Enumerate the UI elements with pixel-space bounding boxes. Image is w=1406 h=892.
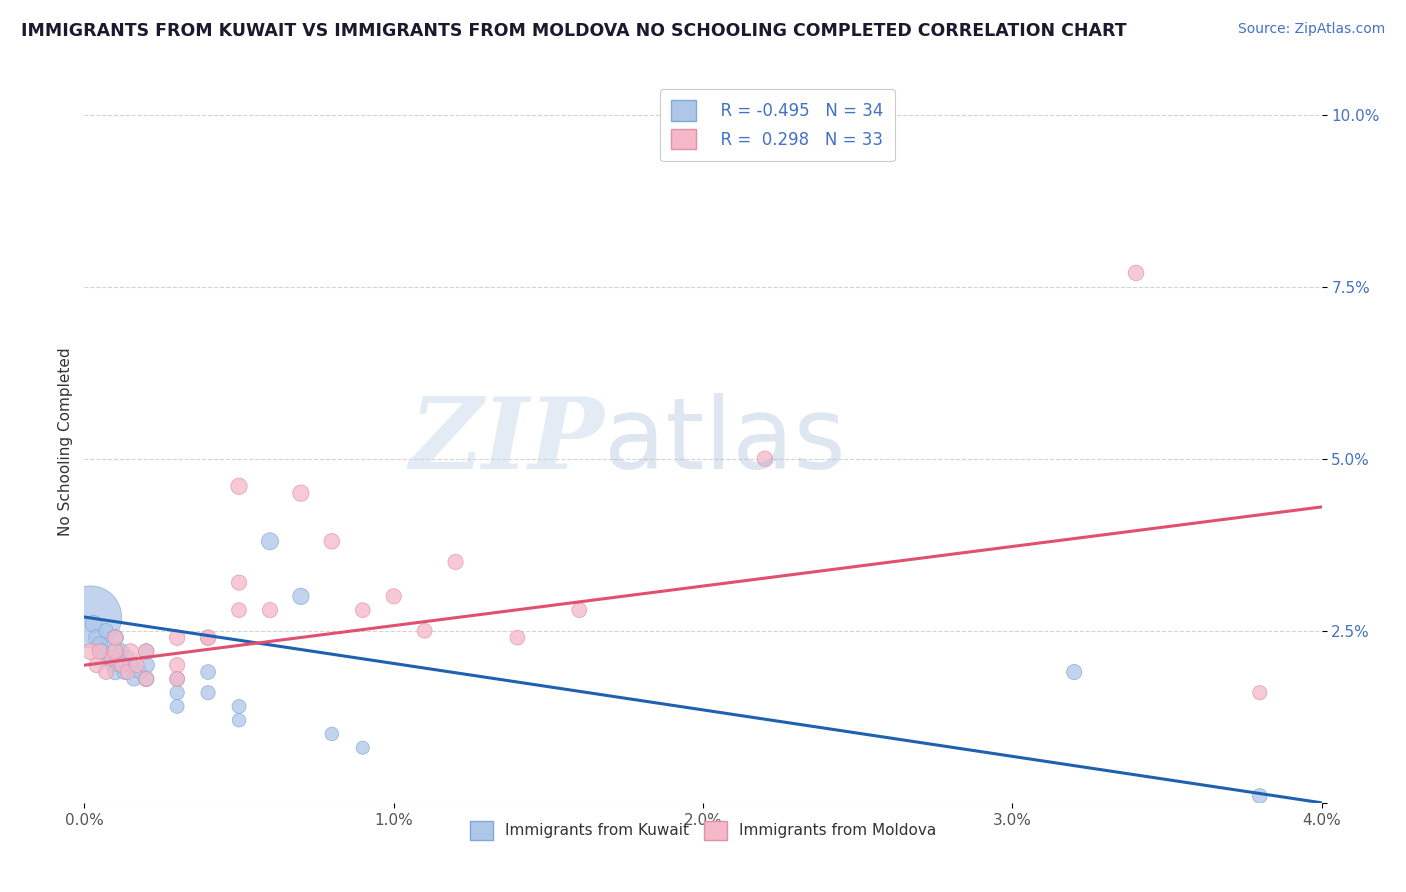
Point <box>228 479 250 493</box>
Point <box>166 658 188 673</box>
Point <box>86 658 108 673</box>
Point <box>98 651 121 665</box>
Point <box>506 631 529 645</box>
Point <box>117 665 139 679</box>
Point <box>110 658 132 673</box>
Point <box>104 644 127 658</box>
Point <box>135 672 157 686</box>
Point <box>104 631 127 645</box>
Point <box>228 699 250 714</box>
Point <box>104 665 127 679</box>
Point <box>197 631 219 645</box>
Point <box>120 658 142 673</box>
Point <box>117 651 139 665</box>
Point <box>94 624 117 638</box>
Point <box>122 672 145 686</box>
Point <box>79 610 101 624</box>
Point <box>135 644 157 658</box>
Point <box>166 631 188 645</box>
Point <box>352 740 374 755</box>
Point <box>197 665 219 679</box>
Point <box>197 686 219 700</box>
Point <box>1249 789 1271 803</box>
Text: IMMIGRANTS FROM KUWAIT VS IMMIGRANTS FROM MOLDOVA NO SCHOOLING COMPLETED CORRELA: IMMIGRANTS FROM KUWAIT VS IMMIGRANTS FRO… <box>21 22 1126 40</box>
Point <box>1063 665 1085 679</box>
Point <box>413 624 436 638</box>
Point <box>352 603 374 617</box>
Point <box>228 713 250 727</box>
Point <box>101 651 124 665</box>
Point <box>228 603 250 617</box>
Point <box>1125 266 1147 280</box>
Point <box>135 672 157 686</box>
Point <box>1249 686 1271 700</box>
Point <box>321 534 343 549</box>
Point <box>86 631 108 645</box>
Point <box>166 686 188 700</box>
Point <box>197 631 219 645</box>
Point <box>135 644 157 658</box>
Point <box>104 644 127 658</box>
Point <box>444 555 467 569</box>
Point <box>110 658 132 673</box>
Point <box>568 603 591 617</box>
Legend: Immigrants from Kuwait, Immigrants from Moldova: Immigrants from Kuwait, Immigrants from … <box>464 815 942 846</box>
Y-axis label: No Schooling Completed: No Schooling Completed <box>58 347 73 536</box>
Point <box>754 451 776 466</box>
Text: atlas: atlas <box>605 393 845 490</box>
Point <box>120 644 142 658</box>
Point <box>228 575 250 590</box>
Point <box>91 644 114 658</box>
Point <box>129 665 152 679</box>
Text: Source: ZipAtlas.com: Source: ZipAtlas.com <box>1237 22 1385 37</box>
Point <box>259 534 281 549</box>
Point <box>166 672 188 686</box>
Point <box>166 672 188 686</box>
Point <box>89 638 111 652</box>
Point <box>101 658 124 673</box>
Point <box>125 658 148 673</box>
Point <box>104 631 127 645</box>
Point <box>259 603 281 617</box>
Point <box>94 665 117 679</box>
Point <box>290 486 312 500</box>
Text: ZIP: ZIP <box>409 393 605 490</box>
Point <box>321 727 343 741</box>
Point <box>114 665 136 679</box>
Point <box>290 590 312 604</box>
Point <box>89 644 111 658</box>
Point <box>135 658 157 673</box>
Point <box>382 590 405 604</box>
Point <box>79 644 101 658</box>
Point <box>110 644 132 658</box>
Point <box>166 699 188 714</box>
Point <box>83 616 105 631</box>
